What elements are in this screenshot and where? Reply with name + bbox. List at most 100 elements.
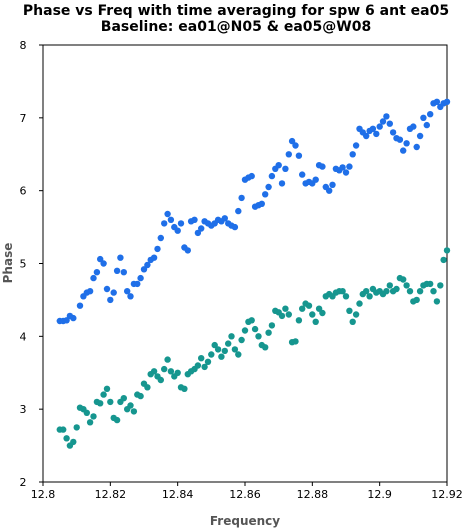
data-point <box>366 293 373 300</box>
data-point <box>144 384 151 391</box>
data-point <box>194 229 202 237</box>
data-point <box>285 151 292 158</box>
data-point <box>124 288 131 295</box>
data-point <box>386 282 393 289</box>
data-point <box>231 346 239 353</box>
data-point <box>127 402 134 409</box>
data-point <box>167 368 175 375</box>
data-point <box>113 267 121 274</box>
data-point <box>117 254 124 261</box>
data-point <box>93 269 101 276</box>
data-point <box>352 142 360 149</box>
data-point <box>400 147 407 154</box>
data-point <box>292 142 299 149</box>
data-point <box>235 207 242 215</box>
points-layer <box>56 98 451 449</box>
data-point <box>70 314 77 322</box>
data-point <box>161 365 168 373</box>
data-point <box>278 180 286 187</box>
data-point <box>238 194 245 202</box>
data-point <box>383 288 390 295</box>
data-point <box>262 344 269 351</box>
y-tick-label: 6 <box>20 185 27 198</box>
x-tick-label: 12.92 <box>431 488 462 501</box>
data-point <box>225 340 232 347</box>
data-point <box>110 289 117 296</box>
y-tick-label: 3 <box>20 403 27 416</box>
data-point <box>90 274 97 282</box>
data-point <box>130 408 138 415</box>
data-point <box>299 171 306 178</box>
data-point <box>416 288 424 295</box>
y-tick-label: 5 <box>20 258 27 271</box>
x-axis-ticks: 12.8 12.82 12.84 12.86 12.88 12.9 12.92 <box>31 482 462 501</box>
data-point <box>413 296 420 304</box>
x-axis-label: Frequency <box>210 514 280 528</box>
data-point <box>379 118 387 125</box>
data-point <box>198 225 205 232</box>
y-tick-label: 2 <box>20 476 27 489</box>
data-point <box>349 318 356 325</box>
data-point <box>100 391 107 398</box>
data-point <box>228 333 235 340</box>
chart-title: Phase vs Freq with time averaging for sp… <box>23 3 449 19</box>
data-point <box>295 317 303 324</box>
data-point <box>282 165 289 172</box>
series-2 <box>56 247 451 449</box>
data-point <box>218 353 225 360</box>
data-point <box>86 419 94 426</box>
data-point <box>430 288 437 295</box>
data-point <box>420 114 427 122</box>
data-point <box>262 191 269 198</box>
data-point <box>369 125 377 132</box>
data-point <box>346 163 353 170</box>
plot-area <box>42 44 451 483</box>
data-point <box>309 311 316 318</box>
y-axis-ticks: 2 3 4 5 6 7 8 <box>20 39 43 489</box>
data-point <box>107 296 114 304</box>
data-point <box>356 300 363 307</box>
data-point <box>120 395 128 402</box>
x-tick-label: 12.88 <box>297 488 329 501</box>
data-point <box>235 351 242 358</box>
data-point <box>268 322 276 329</box>
data-point <box>386 120 393 127</box>
data-point <box>204 358 212 365</box>
data-point <box>73 424 80 431</box>
data-point <box>413 143 420 151</box>
data-point <box>63 435 70 442</box>
data-point <box>83 409 91 416</box>
x-tick-label: 12.9 <box>367 488 392 501</box>
data-point <box>144 261 151 269</box>
y-tick-label: 8 <box>20 39 27 52</box>
data-point <box>137 274 144 282</box>
data-point <box>184 247 191 254</box>
data-point <box>339 164 346 171</box>
data-point <box>349 151 356 158</box>
data-point <box>329 181 336 188</box>
data-point <box>278 312 286 320</box>
data-point <box>248 317 255 324</box>
data-point <box>198 355 205 362</box>
data-point <box>164 356 171 363</box>
data-point <box>305 302 313 309</box>
data-point <box>157 234 164 242</box>
data-point <box>443 247 451 254</box>
data-point <box>154 245 161 253</box>
data-point <box>103 285 111 293</box>
data-point <box>174 227 181 234</box>
data-point <box>326 187 333 194</box>
data-point <box>376 123 383 130</box>
data-point <box>265 183 272 191</box>
data-point <box>406 288 414 295</box>
data-point <box>433 98 441 106</box>
data-point <box>60 426 67 433</box>
y-tick-label: 7 <box>20 112 27 125</box>
data-point <box>396 136 404 143</box>
data-point <box>174 369 181 376</box>
data-point <box>107 398 114 406</box>
data-point <box>221 347 228 355</box>
data-point <box>443 98 451 106</box>
data-point <box>433 298 441 305</box>
